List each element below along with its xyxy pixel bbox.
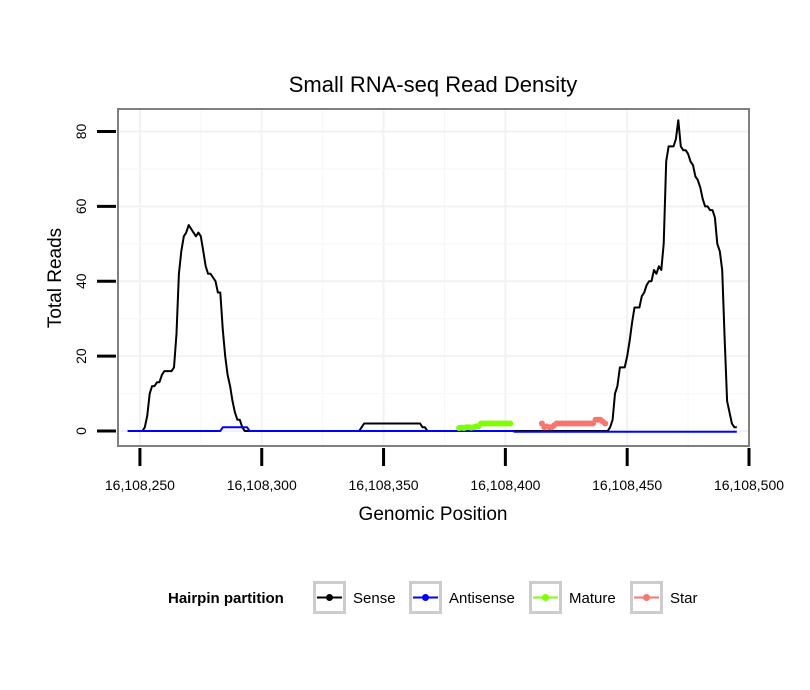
x-tick-label: 16,108,350 xyxy=(349,477,419,493)
star-legend-label: Star xyxy=(670,590,698,607)
y-tick-label: 40 xyxy=(73,273,89,289)
mature-legend-label: Mature xyxy=(569,590,616,607)
x-tick-label: 16,108,250 xyxy=(105,477,175,493)
antisense-legend-marker xyxy=(422,594,429,601)
mature-legend-marker xyxy=(542,594,549,601)
x-axis-title: Genomic Position xyxy=(359,504,508,525)
y-tick-label: 20 xyxy=(73,348,89,364)
legend-title: Hairpin partition xyxy=(168,590,284,607)
x-tick-label: 16,108,300 xyxy=(227,477,297,493)
y-axis: 0 20 40 60 80 xyxy=(73,123,116,435)
y-axis-title: Total Reads xyxy=(45,228,66,328)
x-tick-label: 16,108,400 xyxy=(470,477,540,493)
legend: Hairpin partition Sense Antisense Mature St… xyxy=(168,581,698,614)
plot-border xyxy=(117,108,750,447)
sense-legend-label: Sense xyxy=(353,590,396,607)
y-tick-label: 0 xyxy=(73,427,89,435)
series-layer xyxy=(127,119,737,433)
antisense-legend-label: Antisense xyxy=(449,590,515,607)
chart-title: Small RNA-seq Read Density xyxy=(289,72,578,97)
star-point xyxy=(602,420,609,427)
star-legend-marker xyxy=(643,594,650,601)
y-tick-label: 80 xyxy=(73,123,89,139)
antisense-series-line xyxy=(127,426,737,433)
plot-background xyxy=(118,109,749,446)
mature-point xyxy=(507,420,514,427)
x-axis: 16,108,250 16,108,300 16,108,350 16,108,400… xyxy=(105,448,784,493)
x-tick-label: 16,108,450 xyxy=(592,477,662,493)
x-tick-label: 16,108,500 xyxy=(714,477,784,493)
sense-legend-marker xyxy=(326,594,333,601)
y-tick-label: 60 xyxy=(73,198,89,214)
